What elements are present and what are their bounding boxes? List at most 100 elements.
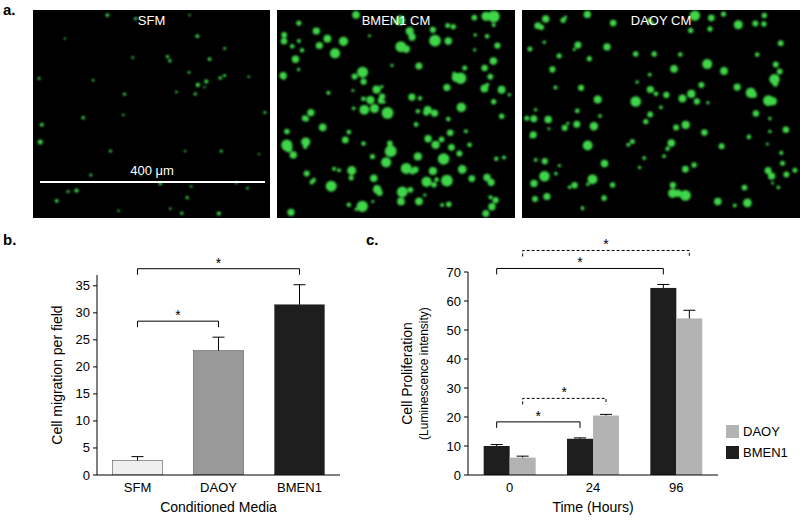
cell [733, 203, 737, 207]
cell [339, 37, 348, 46]
cell [779, 151, 783, 155]
cell [687, 90, 695, 98]
x-tick-label: 24 [586, 480, 600, 495]
cell [415, 62, 422, 69]
significance-label: * [603, 236, 609, 252]
cell [642, 156, 646, 160]
cell [284, 129, 290, 135]
cell [766, 143, 769, 146]
cell [429, 167, 437, 175]
cell [408, 94, 415, 101]
cell [189, 14, 191, 16]
cell [304, 171, 310, 177]
y-tick [93, 339, 97, 340]
cells [280, 10, 512, 217]
panel-label: b. [3, 231, 16, 248]
cell [401, 163, 412, 174]
cell [734, 84, 741, 91]
cell [714, 198, 722, 206]
x-axis-label: Conditioned Media [160, 499, 277, 515]
bars [484, 288, 703, 475]
bar [510, 458, 536, 475]
cell [679, 95, 687, 103]
cell [196, 83, 200, 87]
cell [292, 56, 299, 63]
y-axis-label: Cell Proliferation [399, 322, 415, 425]
cell [481, 85, 489, 93]
cell [488, 195, 492, 199]
cell [778, 40, 784, 46]
cell [204, 79, 208, 83]
cell [55, 199, 59, 203]
cell [131, 56, 134, 59]
cell [575, 108, 580, 113]
cell [418, 96, 422, 100]
cell [481, 12, 490, 21]
cell [387, 141, 393, 147]
significance-label: * [216, 255, 222, 271]
cell [665, 147, 670, 152]
error-bar [294, 285, 306, 305]
cell [719, 143, 725, 149]
cell [385, 145, 397, 157]
cell [430, 27, 436, 33]
cell [648, 73, 652, 77]
cell [217, 211, 221, 215]
cell [319, 124, 327, 132]
y-tick-label: 10 [76, 413, 90, 428]
cell [379, 93, 385, 99]
cell [373, 86, 381, 94]
cell [560, 18, 565, 23]
cell [773, 82, 778, 87]
cell [539, 171, 550, 182]
bars [113, 305, 325, 475]
cell [117, 210, 119, 212]
cell [349, 175, 354, 180]
cell [371, 200, 374, 203]
bar [484, 446, 510, 475]
y-tick [464, 359, 468, 360]
cell [448, 144, 455, 151]
panel-title: SFM [138, 13, 165, 28]
cell [464, 129, 468, 133]
cell [777, 186, 781, 190]
figure: a.SFMBMEN1 CMDAOY CM400 μmb.051015202530… [0, 0, 800, 528]
cell [706, 101, 709, 104]
significance-label: * [577, 254, 583, 270]
cell [361, 141, 366, 146]
cell [530, 131, 537, 138]
cell [445, 23, 450, 28]
cell [598, 114, 602, 118]
cell [414, 122, 419, 127]
cell [491, 99, 496, 104]
y-tick [93, 447, 97, 448]
y-tick-label: 0 [83, 468, 90, 483]
cell [753, 110, 759, 116]
cell [220, 150, 223, 153]
cell [743, 199, 752, 208]
cell [698, 82, 704, 88]
cell [581, 207, 585, 211]
cell [263, 111, 266, 114]
cells [524, 10, 797, 210]
cell [707, 26, 712, 31]
cell [441, 175, 453, 187]
cell [571, 182, 577, 188]
cell [549, 66, 555, 72]
cell [397, 187, 408, 198]
y-tick [464, 388, 468, 389]
significance-label: * [562, 384, 568, 400]
cell [458, 165, 467, 174]
cell [175, 91, 178, 94]
cell [451, 24, 456, 29]
cell [670, 182, 676, 188]
y-tick [93, 312, 97, 313]
cell [347, 130, 352, 135]
cell [382, 100, 386, 104]
error-bars [491, 284, 696, 457]
panel-label: a. [3, 1, 16, 18]
cell [366, 96, 374, 104]
micrograph: SFM [33, 10, 270, 218]
cell [584, 11, 591, 18]
cell [455, 73, 466, 84]
